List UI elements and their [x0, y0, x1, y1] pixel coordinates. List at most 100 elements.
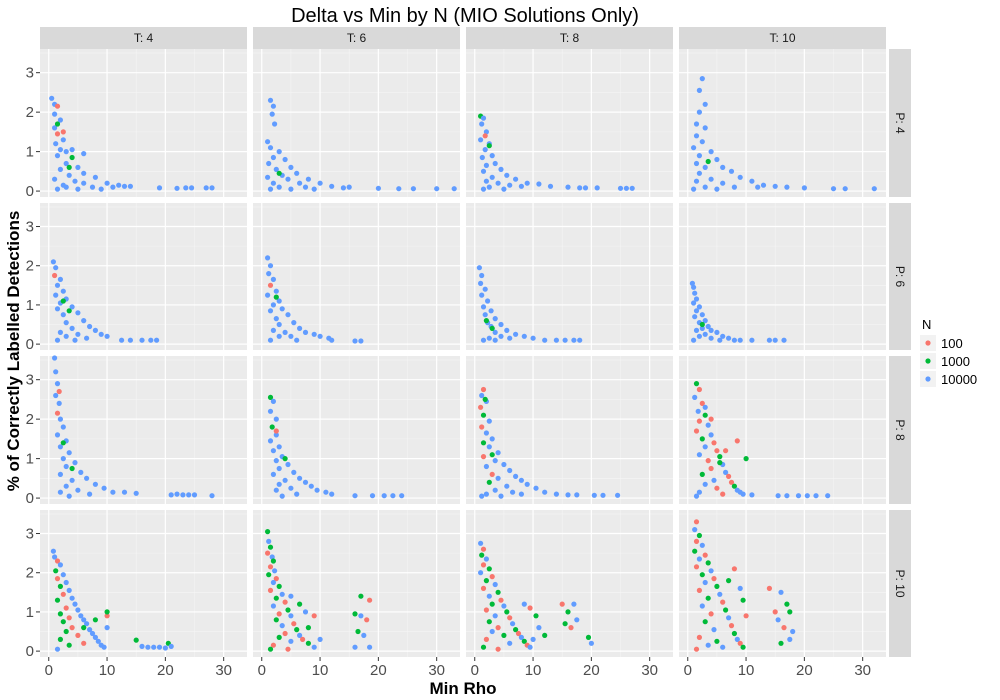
data-point — [731, 566, 738, 572]
data-point — [329, 491, 335, 497]
data-point — [156, 185, 163, 191]
data-point — [483, 463, 489, 470]
panel-points — [691, 76, 877, 192]
data-point — [708, 432, 714, 438]
data-point — [536, 181, 542, 187]
data-point — [54, 432, 61, 438]
data-point — [300, 636, 306, 643]
data-point — [692, 394, 698, 400]
y-tick-label: 2 — [26, 411, 34, 428]
data-point — [480, 585, 487, 592]
data-point — [574, 617, 580, 623]
data-point — [504, 483, 510, 489]
data-point — [269, 424, 275, 430]
data-point — [69, 304, 75, 310]
data-point — [186, 492, 192, 498]
data-point — [504, 609, 510, 615]
facet-panel — [679, 203, 886, 350]
data-point — [696, 386, 703, 393]
data-point — [760, 182, 767, 188]
data-point — [708, 611, 714, 617]
data-point — [352, 338, 358, 344]
data-point — [63, 333, 69, 339]
data-point — [279, 623, 285, 629]
data-point — [562, 621, 568, 627]
data-point — [483, 129, 489, 135]
y-tick-label: 1 — [26, 604, 34, 621]
data-point — [317, 180, 323, 186]
data-point — [294, 337, 300, 343]
data-point — [480, 546, 487, 552]
data-point — [553, 491, 560, 497]
data-point — [57, 147, 64, 153]
data-point — [276, 481, 282, 487]
data-point — [483, 636, 489, 643]
data-point — [480, 186, 487, 192]
data-point — [66, 164, 72, 170]
data-point — [57, 611, 64, 617]
panel-points — [476, 265, 583, 343]
facet-panel — [466, 510, 673, 657]
data-point — [737, 337, 743, 343]
data-point — [795, 493, 802, 499]
data-point — [95, 638, 101, 644]
data-point — [705, 595, 711, 601]
data-point — [720, 491, 726, 497]
data-point — [507, 467, 513, 474]
data-point — [267, 97, 274, 103]
data-point — [702, 404, 708, 410]
data-point — [702, 412, 708, 418]
legend: N 100 1000 10000 — [920, 317, 977, 387]
data-point — [699, 436, 705, 442]
data-point — [288, 485, 294, 491]
data-point — [691, 145, 697, 151]
data-point — [60, 424, 66, 430]
data-point — [495, 450, 501, 456]
data-point — [489, 153, 495, 159]
data-point — [57, 416, 64, 422]
data-point — [513, 473, 519, 479]
data-point — [731, 630, 738, 637]
data-point — [483, 430, 489, 436]
data-point — [801, 185, 808, 191]
data-point — [267, 564, 274, 570]
data-point — [766, 585, 773, 592]
data-point — [699, 76, 705, 82]
data-point — [288, 638, 294, 644]
y-tick-label: 0 — [26, 490, 34, 507]
data-point — [492, 337, 498, 343]
data-point — [270, 642, 276, 648]
data-point — [489, 325, 495, 331]
data-point — [57, 117, 64, 123]
data-point — [717, 460, 723, 466]
data-point — [451, 186, 457, 192]
row-strip — [889, 356, 911, 504]
data-point — [705, 642, 711, 648]
data-point — [57, 583, 64, 590]
data-point — [63, 149, 69, 155]
data-point — [479, 121, 485, 127]
data-point — [270, 398, 276, 404]
data-point — [714, 186, 720, 192]
data-point — [57, 329, 64, 335]
data-point — [75, 487, 81, 493]
data-point — [273, 294, 279, 300]
data-point — [489, 574, 495, 580]
data-point — [279, 493, 285, 499]
data-point — [69, 147, 75, 153]
data-point — [352, 644, 358, 650]
data-point — [720, 644, 726, 650]
data-point — [492, 458, 498, 464]
data-point — [480, 412, 487, 418]
data-point — [54, 306, 61, 312]
x-tick-label: 0 — [45, 662, 53, 679]
data-point — [116, 182, 122, 188]
data-point — [772, 183, 778, 189]
facet-panel — [466, 49, 673, 197]
data-point — [486, 619, 492, 625]
data-point — [483, 607, 489, 613]
data-point — [486, 444, 492, 450]
data-point — [705, 560, 711, 566]
data-point — [57, 636, 64, 643]
